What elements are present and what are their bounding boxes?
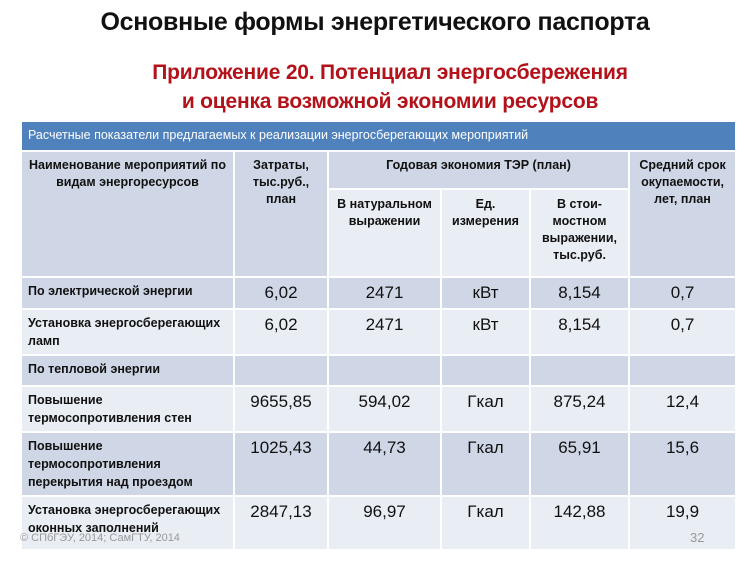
table-row: Установка энергосберегающих ламп 6,02 24…: [20, 308, 738, 356]
row-unit: Гкал: [440, 385, 531, 433]
row-name: По электрической энергии: [20, 276, 235, 310]
row-monetary: [529, 354, 630, 387]
row-payback: 12,4: [627, 385, 738, 433]
row-cost: 1025,43: [233, 431, 329, 497]
header-unit: Ед. измерения: [440, 188, 531, 278]
row-payback: [627, 354, 738, 387]
subtitle-line-1: Приложение 20. Потенциал энергосбережени…: [152, 61, 628, 84]
row-payback: 0,7: [627, 308, 738, 356]
table-row: Повышение термосопротивления стен 9655,8…: [20, 385, 738, 433]
row-name: По тепловой энергии: [20, 354, 235, 387]
row-unit: Гкал: [440, 431, 531, 497]
header-natural: В натуральном выражении: [327, 188, 442, 278]
header-savings-group: Годовая экономия ТЭР (план): [327, 150, 630, 190]
row-monetary: 8,154: [529, 308, 630, 356]
energy-savings-table: Расчетные показатели предлагаемых к реал…: [19, 120, 738, 551]
header-cost: Затраты, тыс.руб., план: [233, 150, 329, 278]
row-name: Повышение термосопротивления стен: [20, 385, 235, 433]
slide-subtitle: Приложение 20. Потенциал энергосбережени…: [60, 58, 720, 116]
row-natural: [327, 354, 442, 387]
page-number: 32: [690, 530, 705, 545]
table-row: Установка энергосберегающих оконных запо…: [20, 495, 738, 551]
row-natural: 2471: [327, 308, 442, 356]
row-natural: 2471: [327, 276, 442, 310]
row-monetary: 8,154: [529, 276, 630, 310]
table-caption: Расчетные показатели предлагаемых к реал…: [19, 120, 738, 152]
row-name: Повышение термосопротивления перекрытия …: [20, 431, 235, 497]
row-name: Установка энергосберегающих ламп: [20, 308, 235, 356]
header-monetary: В стои-мостном выражении, тыс.руб.: [529, 188, 630, 278]
row-monetary: 142,88: [529, 495, 630, 551]
row-unit: кВт: [440, 276, 531, 310]
row-payback: 19,9: [627, 495, 738, 551]
table-row: По электрической энергии 6,02 2471 кВт 8…: [20, 276, 738, 310]
row-cost: 9655,85: [233, 385, 329, 433]
row-name: Установка энергосберегающих оконных запо…: [20, 495, 235, 551]
table-row: По тепловой энергии: [20, 354, 738, 387]
row-cost: 6,02: [233, 276, 329, 310]
row-cost: 2847,13: [233, 495, 329, 551]
header-name: Наименование мероприятий по видам энерго…: [20, 150, 235, 278]
row-natural: 594,02: [327, 385, 442, 433]
row-natural: 96,97: [327, 495, 442, 551]
table-row: Повышение термосопротивления перекрытия …: [20, 431, 738, 497]
row-monetary: 65,91: [529, 431, 630, 497]
row-cost: 6,02: [233, 308, 329, 356]
row-unit: Гкал: [440, 495, 531, 551]
slide-title: Основные формы энергетического паспорта: [100, 8, 650, 36]
row-unit: [440, 354, 531, 387]
row-cost: [233, 354, 329, 387]
row-payback: 15,6: [627, 431, 738, 497]
footer-copyright: © СПбГЭУ, 2014; СамГТУ, 2014: [20, 532, 180, 544]
row-monetary: 875,24: [529, 385, 630, 433]
row-unit: кВт: [440, 308, 531, 356]
row-payback: 0,7: [627, 276, 738, 310]
header-payback: Средний срок окупаемости, лет, план: [627, 150, 738, 278]
subtitle-line-2: и оценка возможной экономии ресурсов: [181, 90, 599, 113]
row-natural: 44,73: [327, 431, 442, 497]
